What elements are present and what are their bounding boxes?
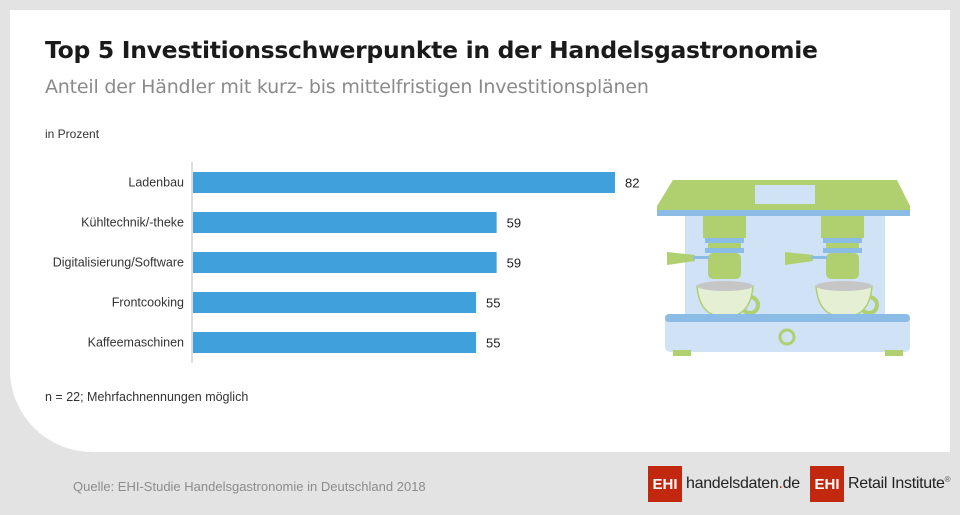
category-label: Ladenbau	[128, 176, 184, 190]
bar	[193, 252, 497, 273]
sample-note: n = 22; Mehrfachnennungen möglich	[45, 390, 249, 404]
logo-text-tld: de	[782, 475, 801, 492]
data-label: 55	[486, 296, 500, 311]
data-label: 59	[507, 216, 521, 231]
espresso-machine-icon	[657, 180, 910, 356]
ehi-logo-box: EHI	[648, 466, 682, 502]
bar	[193, 212, 497, 233]
retail-institute-text: Retail Institute®	[848, 475, 950, 493]
machine-display	[755, 185, 815, 204]
logo-text-dot: .	[778, 475, 783, 492]
data-label: 82	[625, 176, 639, 191]
data-label: 59	[507, 256, 521, 271]
machine-foot-left	[673, 350, 691, 356]
machine-button	[778, 328, 796, 346]
handelsdaten-text: handelsdaten.de	[686, 475, 800, 493]
group-head-left	[667, 216, 746, 279]
machine-base	[665, 314, 910, 352]
handelsdaten-logo[interactable]: EHI handelsdaten.de	[648, 466, 800, 502]
unit-label: in Prozent	[45, 127, 100, 141]
drip-tray-edge	[665, 314, 910, 322]
source-text: Quelle: EHI-Studie Handelsgastronomie in…	[73, 479, 426, 494]
category-label: Kühltechnik/-theke	[81, 216, 184, 230]
group-head-right	[785, 216, 864, 279]
chart-subtitle: Anteil der Händler mit kurz- bis mittelf…	[45, 76, 649, 98]
ehi-logo-box: EHI	[810, 466, 844, 502]
category-label: Frontcooking	[112, 296, 184, 310]
bar	[193, 292, 477, 313]
category-label: Digitalisierung/Software	[53, 256, 184, 270]
bar	[193, 332, 477, 353]
logo-text-main: handelsdaten	[686, 475, 779, 492]
chart-title: Top 5 Investitionsschwerpunkte in der Ha…	[45, 36, 818, 64]
cup-left	[696, 281, 760, 317]
machine-foot-right	[885, 350, 903, 356]
bar	[193, 172, 615, 193]
logo2-text: Retail Institute	[848, 475, 945, 492]
bar-chart: Ladenbau 82 Kühltechnik/-theke 59 Digitalisi…	[53, 162, 639, 363]
ehi-retail-institute-logo[interactable]: EHI Retail Institute®	[810, 466, 950, 502]
machine-top-stripe	[657, 210, 910, 216]
data-label: 55	[486, 336, 500, 351]
category-label: Kaffeemaschinen	[88, 336, 184, 350]
registered-mark: ®	[944, 475, 951, 484]
